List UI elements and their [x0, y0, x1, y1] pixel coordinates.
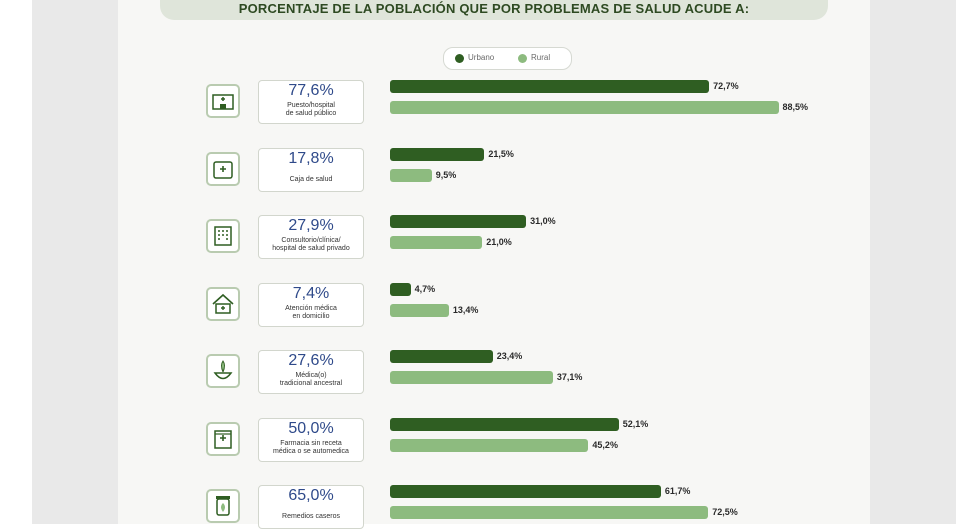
- traditional-medicine-icon: [206, 354, 240, 388]
- legend-rural-label: Rural: [531, 53, 551, 62]
- legend-urban-dot: [455, 54, 464, 63]
- home-remedy-icon: [206, 489, 240, 523]
- total-percent: 27,9%: [288, 217, 334, 234]
- title-bar: [160, 0, 828, 20]
- category-label: Médica(o) tradicional ancestral: [279, 372, 343, 387]
- rural-value-clinic: 21,0%: [486, 237, 512, 247]
- category-label: Farmacia sin receta médica o se automedic…: [273, 439, 349, 455]
- rural-bar-home-remedy: [390, 506, 709, 519]
- category-label: Caja de salud: [289, 175, 333, 183]
- urban-value-clinic: 31,0%: [530, 216, 556, 226]
- category-label: Puesto/hospital de salud público: [285, 102, 337, 117]
- total-percent: 50,0%: [288, 419, 334, 437]
- rural-bar-pharmacy: [390, 438, 589, 452]
- urban-bar-clinic: [390, 215, 527, 228]
- category-card-hospital: 77,6% Puesto/hospital de salud público: [258, 80, 364, 124]
- chart-title: PORCENTAJE DE LA POBLACIÓN QUE POR PROBL…: [238, 1, 750, 16]
- total-percent: 65,0%: [288, 487, 334, 504]
- category-card-home-remedy: 65,0% Remedios caseros: [258, 485, 364, 529]
- pharmacy-icon: [206, 421, 240, 456]
- rural-bar-clinic: [390, 236, 483, 249]
- rural-value-pharmacy: 45,2%: [592, 439, 618, 450]
- category-card-home-care: 7,4% Atención médica en domicilio: [258, 282, 364, 327]
- urban-bar-pharmacy: [390, 417, 619, 431]
- urban-bar-hospital: [390, 80, 710, 93]
- right-margin: [870, 0, 956, 524]
- urban-value-traditional-medicine: 23,4%: [496, 351, 523, 361]
- category-card-clinic: 27,9% Consultorio/clínica/hospital de sal…: [258, 215, 364, 259]
- rural-value-traditional-medicine: 37,1%: [556, 372, 583, 382]
- urban-value-health-insurance: 21,5%: [488, 148, 514, 159]
- legend-rural-dot: [518, 54, 527, 63]
- home-care-icon: [206, 286, 240, 321]
- urban-bar-traditional-medicine: [390, 350, 493, 363]
- rural-bar-home-care: [390, 303, 449, 317]
- urban-value-home-care: 4,7%: [414, 283, 436, 294]
- urban-value-pharmacy: 52,1%: [622, 418, 649, 429]
- urban-bar-home-remedy: [390, 485, 661, 498]
- left-margin: [32, 0, 118, 524]
- urban-bar-home-care: [390, 282, 411, 296]
- clinic-icon: [206, 219, 240, 253]
- total-percent: 7,4%: [292, 284, 330, 302]
- legend-urban-label: Urbano: [468, 53, 495, 62]
- rural-value-home-care: 13,4%: [452, 304, 479, 315]
- urban-value-home-remedy: 61,7%: [664, 486, 691, 496]
- rural-bar-traditional-medicine: [390, 371, 553, 384]
- urban-bar-health-insurance: [390, 147, 485, 161]
- legend: Urbano Rural: [443, 47, 572, 70]
- rural-value-health-insurance: 9,5%: [435, 169, 457, 180]
- category-card-health-insurance: 17,8% Caja de salud: [258, 147, 364, 192]
- hospital-icon: [206, 84, 240, 118]
- total-percent: 77,6%: [288, 82, 334, 99]
- rural-value-home-remedy: 72,5%: [712, 507, 738, 517]
- category-label: Atención médica en domicilio: [285, 304, 337, 320]
- total-percent: 27,6%: [288, 352, 334, 369]
- rural-value-hospital: 88,5%: [782, 102, 809, 112]
- rural-bar-hospital: [390, 101, 779, 114]
- urban-value-hospital: 72,7%: [713, 81, 739, 91]
- category-card-pharmacy: 50,0% Farmacia sin receta médica o se auto…: [258, 417, 364, 462]
- category-card-traditional-medicine: 27,6% Médica(o) tradicional ancestral: [258, 350, 364, 394]
- rural-bar-health-insurance: [390, 168, 432, 182]
- total-percent: 17,8%: [288, 149, 334, 167]
- category-label: Remedios caseros: [282, 513, 340, 520]
- health-insurance-icon: [206, 151, 240, 186]
- category-label: Consultorio/clínica/hospital de salud pr…: [272, 237, 350, 252]
